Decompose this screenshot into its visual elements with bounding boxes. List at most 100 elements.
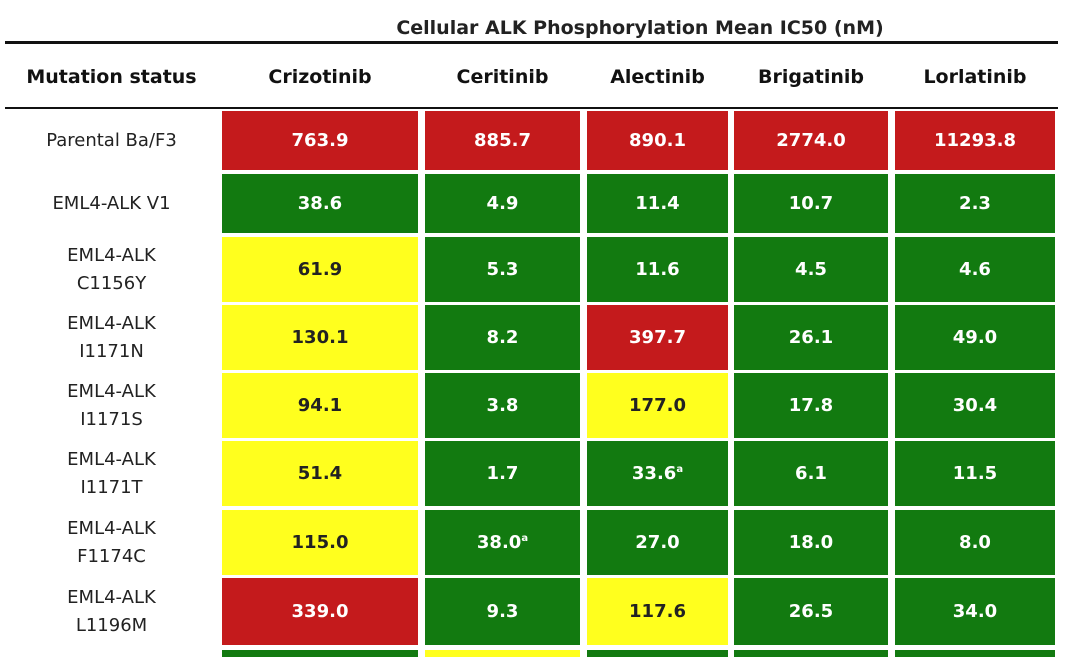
cell-line: 61.9 <box>298 259 342 280</box>
table-title: Cellular ALK Phosphorylation Mean IC50 (… <box>396 17 884 39</box>
value-cell: 26.1 <box>734 305 888 370</box>
cell-line: 115.0 <box>292 532 349 553</box>
cell-line: 38.0a <box>477 532 528 553</box>
cell-line: 27.0 <box>635 532 679 553</box>
cell-value: 18.0 <box>788 532 834 553</box>
value-cell: 2774.0 <box>734 111 888 170</box>
cell-value: 6.1 <box>795 463 827 484</box>
cell-value: 5.3 <box>486 259 519 280</box>
value-cell: 3.8 <box>425 373 580 438</box>
cell-value: 9.3 <box>486 601 519 622</box>
row-label-line: F1174C <box>77 545 146 567</box>
rule <box>5 41 1058 44</box>
value-cell: 6.1 <box>734 441 888 506</box>
value-cell: 763.9 <box>222 111 418 170</box>
cell-line: 3.8 <box>487 395 519 416</box>
value-cell: 8.2 <box>425 305 580 370</box>
value-cell: 4.6 <box>895 237 1055 302</box>
row-label: EML4-ALK V1 <box>5 174 218 233</box>
value-cell: 8.0 <box>895 510 1055 575</box>
column-header: Alectinib <box>610 66 705 88</box>
value-cell: 61.9 <box>222 237 418 302</box>
row-label-line: EML4-ALK <box>67 586 156 608</box>
cell-value: 130.1 <box>291 327 349 348</box>
cell-line: 2.3 <box>959 193 991 214</box>
value-cell: 397.7 <box>587 305 728 370</box>
cell-value: 49.0 <box>952 327 998 348</box>
cell-value: 4.5 <box>795 259 827 280</box>
cell-value: 3.8 <box>486 395 519 416</box>
column-header: Crizotinib <box>268 66 372 88</box>
cell-value: 8.0 <box>959 532 991 553</box>
cell-value: 38.6 <box>297 193 343 214</box>
cell-value: 11293.8 <box>934 130 1016 151</box>
cell-line: 17.8 <box>789 395 833 416</box>
footnote-mark: a <box>676 464 684 475</box>
cell-line: 885.7 <box>474 130 531 151</box>
cell-line: 4.9 <box>487 193 519 214</box>
row-label: Parental Ba/F3 <box>5 111 218 170</box>
value-cell: 34.0 <box>895 578 1055 645</box>
cell-line: 18.0 <box>789 532 833 553</box>
value-cell: 17.8 <box>734 373 888 438</box>
cell-value: 177.0 <box>629 395 686 416</box>
cell-value: 397.7 <box>629 327 686 348</box>
cell-line: 8.2 <box>487 327 519 348</box>
cell-line: 9.3 <box>487 601 519 622</box>
cell-value: 61.9 <box>297 259 343 280</box>
cell-line: 26.1 <box>789 327 833 348</box>
value-cell: 11.6 <box>587 237 728 302</box>
value-cell: 885.7 <box>425 111 580 170</box>
footnote-mark: a <box>521 533 529 544</box>
row-label-line: L1196M <box>75 614 148 636</box>
row-label-line: EML4-ALK <box>67 244 156 266</box>
value-cell: 10.7 <box>734 174 888 233</box>
row-label-line: EML4-ALK <box>67 380 156 402</box>
row-label: EML4-ALK L1196M <box>5 578 218 645</box>
value-cell: 5.3 <box>425 237 580 302</box>
partial-cell <box>425 650 580 657</box>
partial-cell <box>734 650 888 657</box>
row-label-line: Parental Ba/F3 <box>46 129 177 151</box>
cell-value: 4.6 <box>959 259 991 280</box>
value-cell: 38.0a <box>425 510 580 575</box>
cell-value: 339.0 <box>291 601 349 622</box>
cell-value: 34.0 <box>952 601 998 622</box>
partial-cell <box>587 650 728 657</box>
row-label: EML4-ALK I1171T <box>5 441 218 506</box>
row-label-line: I1171T <box>80 476 143 498</box>
cell-line: 11293.8 <box>934 130 1016 151</box>
row-label-line: EML4-ALK <box>67 312 156 334</box>
cell-value: 27.0 <box>635 532 680 553</box>
cell-value: 17.8 <box>788 395 834 416</box>
cell-line: 94.1 <box>298 395 342 416</box>
cell-line: 5.3 <box>487 259 519 280</box>
row-label-line: EML4-ALK <box>67 517 156 539</box>
cell-line: 117.6 <box>629 601 686 622</box>
value-cell: 11.4 <box>587 174 728 233</box>
cell-value: 2774.0 <box>776 130 846 151</box>
cell-value: 2.3 <box>959 193 991 214</box>
cell-value: 26.1 <box>788 327 834 348</box>
value-cell: 26.5 <box>734 578 888 645</box>
cell-value: 26.5 <box>788 601 834 622</box>
cell-value: 30.4 <box>952 395 998 416</box>
value-cell: 1.7 <box>425 441 580 506</box>
row-label-line: I1171N <box>79 340 144 362</box>
value-cell: 94.1 <box>222 373 418 438</box>
value-cell: 49.0 <box>895 305 1055 370</box>
cell-line: 51.4 <box>298 463 342 484</box>
value-cell: 890.1 <box>587 111 728 170</box>
value-cell: 2.3 <box>895 174 1055 233</box>
cell-value: 11.5 <box>952 463 998 484</box>
row-label-line: I1171S <box>80 408 143 430</box>
cell-line: 763.9 <box>292 130 349 151</box>
cell-value: 10.7 <box>788 193 834 214</box>
column-header: Ceritinib <box>456 66 549 88</box>
cell-value: 1.7 <box>486 463 519 484</box>
value-cell: 130.1 <box>222 305 418 370</box>
column-header: Lorlatinib <box>923 66 1027 88</box>
row-label: EML4-ALK I1171S <box>5 373 218 438</box>
cell-line: 38.6 <box>298 193 342 214</box>
